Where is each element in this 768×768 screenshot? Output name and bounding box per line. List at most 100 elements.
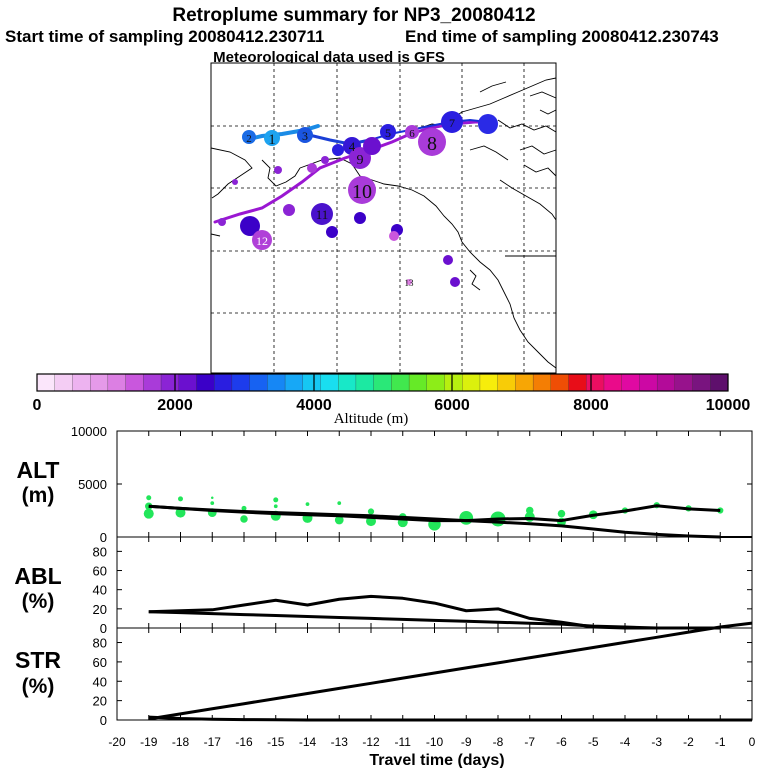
colorbar-cell (674, 373, 694, 392)
colorbar-cell (143, 373, 162, 392)
colorbar-cell (196, 373, 215, 392)
x-tick-label: -5 (588, 735, 599, 749)
plume-circle (443, 255, 453, 265)
plume-point (334, 515, 344, 525)
x-tick-label: -4 (620, 735, 631, 749)
colorbar-cell (160, 373, 180, 392)
day-label: 9 (357, 153, 364, 168)
y-tick-label: 20 (93, 694, 107, 709)
y-tick-label: 10000 (71, 424, 107, 439)
figure-title: Retroplume summary for NP3_20080412 (172, 5, 535, 26)
plume-circle (450, 277, 460, 287)
plume-circle (349, 147, 371, 169)
colorbar-ticklines (174, 374, 592, 391)
colorbar-cell (125, 373, 144, 392)
plume-circle (274, 166, 282, 174)
plume-circle (332, 144, 344, 156)
day-label: 13 (405, 278, 415, 288)
colorbar-cell (603, 373, 623, 392)
colorbar-cell (497, 373, 516, 392)
plume-point (526, 506, 534, 515)
plume-point (210, 501, 215, 505)
plume-circle (478, 114, 498, 134)
plume-point (305, 502, 310, 507)
met-data-label: Meteorological data used is GFS (213, 49, 445, 66)
colorbar-cell (302, 373, 322, 392)
x-tick-label: -6 (556, 735, 567, 749)
x-tick-label: -15 (267, 735, 285, 749)
colorbar-tick-label: 6000 (434, 397, 470, 414)
plume-circle (232, 179, 238, 185)
colorbar-tick-label: 10000 (706, 397, 751, 414)
plume-point (241, 505, 247, 511)
x-tick-label: -2 (683, 735, 694, 749)
colorbar-cell (710, 373, 729, 392)
plume-point (211, 496, 214, 500)
colorbar-cell (444, 373, 463, 392)
alt-label: ALT (16, 457, 59, 483)
colorbar-cell (550, 373, 570, 392)
colorbar-frame (36, 373, 729, 392)
x-axis-title: Travel time (days) (369, 752, 504, 768)
map-gridlines (211, 63, 556, 373)
series-line (148, 715, 752, 722)
x-tick-label: -13 (331, 735, 349, 749)
x-tick-label: -11 (395, 735, 412, 749)
plume-point (273, 504, 278, 509)
colorbar-cell (320, 373, 339, 392)
plume-circle (297, 127, 313, 143)
x-axis-tick-labels: -20 -19 -18 -17 -16 -15 -14 -13 -12 -11 -10 -9 -8 -7-… (108, 735, 755, 749)
colorbar-cell (107, 373, 127, 392)
plume-circle (363, 137, 381, 155)
alt-unit-label: (m) (22, 484, 55, 507)
colorbar-cell (408, 373, 428, 392)
x-tick-label: -19 (140, 735, 158, 749)
x-tick-label: -14 (299, 735, 317, 749)
day-label: 5 (385, 126, 391, 140)
x-tick-label: -16 (235, 735, 253, 749)
plume-circle (252, 230, 272, 250)
day-label: 3 (302, 129, 308, 143)
colorbar-title: Altitude (m) (334, 411, 409, 427)
day-label: 8 (427, 133, 437, 155)
x-tick-label: -18 (172, 735, 190, 749)
abl-unit-label: (%) (22, 590, 55, 613)
y-tick-label: 40 (93, 583, 107, 598)
plume-point (146, 495, 152, 501)
y-tick-label: 80 (93, 636, 107, 651)
plume-circle (354, 212, 366, 224)
plume-circle (441, 111, 463, 133)
day-label: 10 (352, 181, 372, 203)
series-line (148, 504, 721, 539)
day-label: 1 (268, 132, 276, 148)
x-tick-label: -1 (715, 735, 726, 749)
colorbar-cell (692, 373, 711, 392)
colorbar-cell (72, 373, 91, 392)
plume-point (273, 497, 279, 503)
x-tick-label: 0 (749, 735, 756, 749)
colorbar-cell (267, 373, 286, 392)
colorbar-cell (36, 373, 56, 392)
colorbar-cell (178, 373, 198, 392)
colorbar-cell (621, 373, 640, 392)
x-tick-label: -20 (108, 735, 126, 749)
colorbar-cell (639, 373, 658, 392)
day-label: 4 (349, 139, 356, 154)
colorbar-cell (54, 373, 73, 392)
colorbar-tick-label: 4000 (296, 397, 332, 414)
x-tick-label: -10 (426, 735, 444, 749)
plume-circle (405, 125, 419, 139)
plume-point (337, 501, 342, 505)
str-unit-label: (%) (22, 675, 55, 698)
plume-point (178, 496, 183, 502)
colorbar-cell (479, 373, 499, 392)
y-tick-label: 80 (93, 544, 107, 559)
colorbar-cell (515, 373, 534, 392)
x-tick-label: -9 (461, 735, 472, 749)
y-tick-label: 60 (93, 655, 107, 670)
series-line (148, 621, 753, 721)
colorbar-cell (214, 373, 233, 392)
day-label: 12 (256, 234, 268, 248)
plume-point (367, 508, 375, 515)
